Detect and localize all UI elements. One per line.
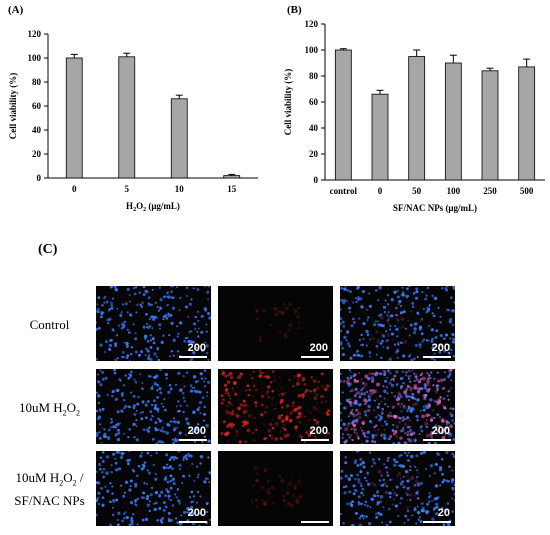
scale-bar-label: 200	[187, 342, 206, 354]
scale-bar	[423, 439, 451, 441]
chart-b-bar	[481, 70, 499, 181]
chart-b-x-tick-label: 0	[378, 186, 383, 196]
micrograph-merge: 200	[340, 369, 455, 444]
chart-b-y-tick-label: 0	[314, 175, 319, 185]
scale-bar	[423, 521, 451, 523]
scale-bar	[301, 356, 329, 358]
chart-a-x-tick-label: 5	[125, 184, 130, 194]
chart-b-y-tick-label: 80	[309, 71, 319, 81]
chart-a-y-tick-label: 40	[32, 125, 42, 135]
row-label: Control	[29, 317, 70, 332]
scale-bar-label: 200	[187, 425, 206, 437]
scale-bar	[179, 521, 207, 523]
scale-bar-label: 200	[431, 425, 450, 437]
panel-b-label: (B)	[287, 4, 302, 16]
micrograph-blue: 200	[96, 451, 211, 526]
chart-a-bar	[223, 175, 241, 179]
chart-b-x-axis-title: SF/NAC NPs (μg/mL)	[393, 203, 477, 213]
chart-b-bar	[371, 93, 389, 181]
chart-b-y-tick-label: 100	[305, 45, 319, 55]
micrograph-red	[218, 451, 333, 526]
chart-b-x-tick-label: 250	[483, 186, 497, 196]
chart-a-y-tick-label: 0	[37, 173, 42, 183]
chart-a-y-tick-label: 120	[28, 29, 42, 39]
scale-bar	[179, 439, 207, 441]
chart-a-y-tick-label: 60	[32, 101, 42, 111]
chart-b-bar	[408, 56, 426, 181]
chart-b-x-tick-label: control	[330, 186, 358, 196]
chart-a: 0 20 40 60 80 100 120 0 5 10 15 Cell viability (%) H…	[8, 29, 258, 213]
chart-a-x-axis-title: H2O2 (μg/mL)	[126, 201, 180, 213]
chart-b-y-axis-title: Cell viability (%)	[283, 69, 293, 136]
chart-a-bar	[170, 98, 188, 179]
scale-bar-label: 20	[437, 507, 450, 519]
micrograph-merge: 200	[340, 286, 455, 361]
chart-b-y-tick-label: 120	[305, 20, 319, 29]
chart-b-bar	[518, 66, 536, 181]
chart-b-y-tick-label: 40	[309, 123, 319, 133]
micrograph-blue: 200	[96, 286, 211, 361]
chart-a-x-tick-label: 0	[72, 184, 77, 194]
row-label: 10uM H2O2 /SF/NAC NPs	[14, 470, 85, 508]
chart-b-bar	[444, 62, 462, 181]
chart-b-x-tick-label: 100	[447, 186, 461, 196]
chart-a-bar	[118, 56, 136, 179]
scale-bar-label: 200	[431, 342, 450, 354]
chart-a-x-tick-label: 15	[227, 184, 237, 194]
panel-c-label: (C)	[38, 242, 58, 257]
chart-a-y-tick-label: 100	[28, 53, 42, 63]
chart-b-x-tick-label: 50	[412, 186, 422, 196]
scale-bar-label: 200	[309, 342, 328, 354]
micrograph-red: 200	[218, 369, 333, 444]
chart-a-y-tick-label: 80	[32, 77, 42, 87]
scale-bar	[423, 356, 451, 358]
row-label: 10uM H2O2	[18, 400, 81, 418]
chart-b-y-tick-label: 20	[309, 149, 319, 159]
scale-bar-label: 200	[187, 507, 206, 519]
chart-b-y-tick-label: 60	[309, 97, 319, 107]
chart-a-x-tick-label: 10	[175, 184, 185, 194]
chart-b-x-tick-label: 500	[520, 186, 534, 196]
scale-bar	[301, 439, 329, 441]
panel-a-label: (A)	[8, 4, 24, 16]
chart-a-y-axis-title: Cell viability (%)	[8, 73, 18, 140]
micrograph-blue: 200	[96, 369, 211, 444]
scale-bar	[301, 521, 329, 523]
chart-b-bar	[334, 49, 352, 181]
chart-a-bar	[65, 57, 83, 179]
micrograph-merge: 20	[340, 451, 455, 526]
chart-b: 0 20 40 60 80 100 120 control 0 50 100 250 500 Cell v…	[283, 20, 545, 213]
scale-bar-label: 200	[309, 425, 328, 437]
scale-bar	[179, 356, 207, 358]
chart-a-y-tick-label: 20	[32, 149, 42, 159]
micrograph-red: 200	[218, 286, 333, 361]
